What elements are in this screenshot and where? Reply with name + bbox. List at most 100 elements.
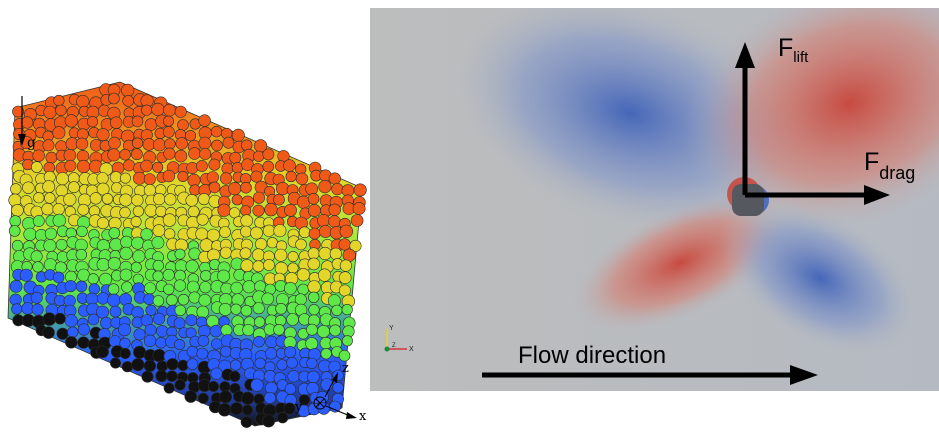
bed-particle: [283, 402, 296, 415]
bed-particle: [318, 180, 332, 194]
bed-particle: [298, 226, 311, 239]
bed-particle: [276, 411, 289, 424]
bed-particle: [54, 261, 68, 274]
bed-particle: [254, 316, 266, 328]
bed-particle: [307, 370, 320, 384]
bed-particle: [132, 249, 146, 263]
bed-particle: [96, 258, 110, 272]
bed-particle: [274, 248, 288, 262]
bed-particle: [87, 273, 99, 285]
bed-particle: [185, 194, 199, 207]
bed-particle: [184, 130, 197, 142]
bed-particle: [141, 104, 153, 116]
bed-particle: [119, 206, 131, 219]
bed-particle: [42, 326, 55, 339]
bed-particle: [64, 314, 78, 328]
bed-particle: [11, 204, 24, 217]
bed-particle: [45, 151, 58, 164]
bed-particle: [283, 281, 297, 295]
bed-particle: [8, 225, 21, 237]
bed-particle: [254, 280, 267, 293]
bed-particle: [108, 92, 120, 105]
bed-particle: [101, 193, 114, 205]
bed-particle: [64, 159, 77, 172]
bed-particle: [220, 172, 233, 185]
bed-particle: [242, 280, 256, 294]
bed-particle: [295, 172, 309, 186]
bed-particle: [263, 259, 275, 271]
bed-particle: [338, 238, 351, 251]
bed-particle: [253, 150, 265, 162]
bed-particle: [250, 170, 263, 183]
bed-particle: [163, 103, 176, 117]
bed-particle: [153, 138, 167, 152]
bed-particle: [349, 239, 362, 252]
bed-particle: [196, 305, 210, 319]
bed-particle: [329, 247, 342, 260]
bed-particle: [339, 259, 353, 272]
bed-particle: [32, 149, 45, 162]
bed-particle: [42, 139, 55, 152]
bed-particle: [266, 237, 278, 249]
bed-particle: [87, 313, 100, 326]
bed-particle: [196, 347, 209, 360]
bed-particle: [119, 347, 131, 359]
bed-particle: [286, 356, 298, 369]
bed-particle: [220, 324, 233, 336]
bed-particle: [241, 404, 253, 416]
bed-particle: [273, 224, 287, 238]
bed-particle: [152, 295, 165, 307]
bed-particle: [122, 95, 134, 107]
bed-particle: [338, 284, 351, 297]
bed-particle: [177, 119, 189, 131]
bed-particle: [42, 180, 56, 194]
bed-particle: [64, 280, 77, 293]
bed-particle: [123, 159, 136, 172]
bed-particle: [155, 205, 167, 218]
bed-particle: [108, 227, 121, 239]
bed-particle: [96, 292, 110, 305]
bed-particle: [316, 214, 330, 228]
bed-particle: [195, 227, 209, 241]
bed-particle: [253, 191, 266, 204]
bed-particle: [143, 173, 156, 186]
bed-particle: [77, 203, 90, 216]
bed-particle: [143, 359, 156, 373]
bed-particle: [164, 193, 177, 206]
bed-particle: [320, 348, 332, 360]
bed-particle: [332, 382, 344, 394]
bed-particle: [63, 149, 77, 162]
svg-text:Y: Y: [389, 325, 394, 332]
bed-particle: [22, 181, 35, 194]
bed-particle: [67, 326, 79, 338]
bed-particle: [339, 224, 353, 239]
bed-particle: [185, 259, 199, 273]
bed-particle: [219, 226, 231, 238]
bed-particle: [143, 334, 157, 347]
bed-particle: [163, 147, 176, 160]
bed-particle: [284, 203, 297, 217]
bed-particle: [305, 337, 319, 350]
bed-particle: [173, 279, 187, 292]
bed-particle: [119, 193, 133, 207]
bed-particle: [75, 280, 88, 293]
bed-particle: [273, 323, 285, 336]
bed-particle: [222, 136, 235, 149]
bed-particle: [285, 170, 297, 183]
bed-particle: [200, 270, 212, 282]
bed-particle: [295, 238, 307, 251]
bed-particle: [107, 257, 121, 271]
bed-particle: [53, 94, 65, 107]
bed-particle: [163, 283, 175, 295]
bed-particle: [217, 203, 231, 217]
bed-particle: [107, 293, 121, 307]
bed-particle: [242, 323, 255, 336]
bed-particle: [43, 105, 57, 119]
bed-particle: [43, 258, 58, 272]
bed-particle: [144, 282, 157, 295]
bed-particle: [152, 270, 164, 282]
bed-particle: [275, 302, 287, 315]
drag-arrow: [745, 185, 890, 205]
bed-particle: [240, 304, 253, 317]
bed-particle: [110, 357, 122, 369]
